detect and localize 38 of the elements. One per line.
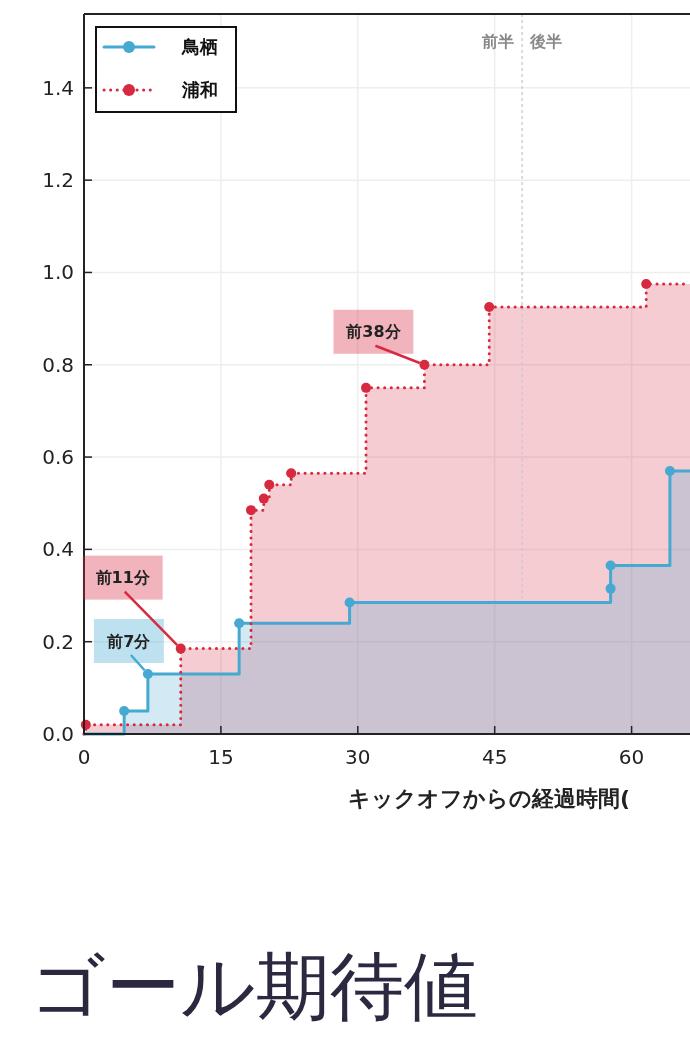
y-tick-label: 0.4: [42, 537, 74, 562]
y-tick-label: 1.4: [42, 75, 74, 100]
x-axis-title: キックオフからの経過時間(: [348, 786, 631, 811]
point: [258, 493, 269, 504]
point: [605, 560, 616, 571]
y-tick-label: 1.2: [42, 168, 74, 193]
x-tick-label: 45: [481, 745, 508, 769]
x-tick-label: 60: [618, 745, 645, 769]
y-tick-label: 1.0: [42, 260, 74, 285]
x-tick-label: 30: [345, 745, 371, 769]
annotation: 後半: [529, 32, 563, 52]
point: [605, 583, 616, 594]
annotation: 前11分: [94, 568, 151, 588]
point: [664, 465, 675, 476]
point: [419, 359, 430, 370]
x-tick-label: 0: [77, 745, 91, 769]
text: ゴール期待値: [30, 943, 478, 1029]
point: [175, 643, 186, 654]
y-tick-label: 0.2: [42, 629, 74, 654]
point: [344, 597, 355, 608]
point: [484, 302, 495, 313]
legend-label: 浦和: [181, 79, 218, 101]
point: [234, 618, 245, 629]
point: [264, 479, 275, 490]
point: [246, 505, 257, 516]
x-tick-label: 15: [208, 745, 234, 769]
legend-label: 鳥栖: [181, 36, 218, 58]
y-tick-label: 0.8: [42, 352, 74, 377]
annotation: 前7分: [106, 631, 152, 651]
y-tick-label: 0.6: [42, 445, 74, 470]
point: [361, 382, 372, 393]
point: [142, 669, 153, 679]
point: [641, 279, 652, 289]
annotation: 前38分: [345, 322, 402, 342]
point: [119, 705, 130, 716]
ref-line-label: 前半: [481, 32, 515, 51]
point: [286, 468, 297, 479]
y-tick-label: 0.0: [42, 722, 74, 746]
